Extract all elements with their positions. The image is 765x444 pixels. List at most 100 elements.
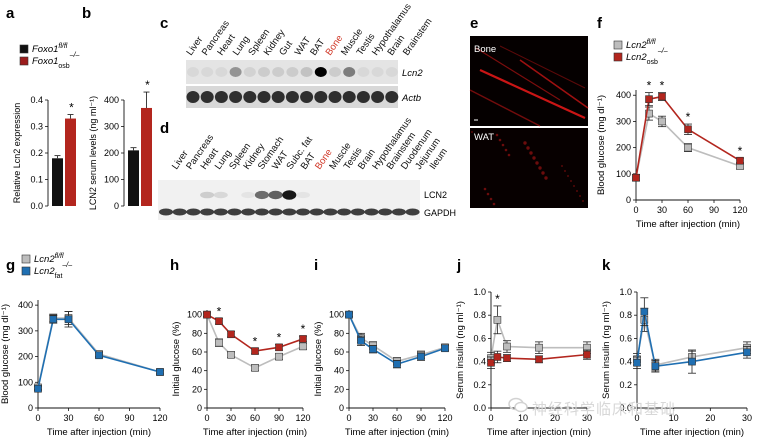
blot-band: [272, 67, 285, 77]
y-tick-label: 0.2: [619, 380, 632, 390]
y-axis-label: LCN2 serum levels (ng ml⁻¹): [88, 96, 98, 210]
panel-letter-a: a: [6, 5, 15, 22]
y-tick-label: 100: [104, 175, 119, 185]
blot-band: [350, 208, 365, 216]
data-point: [417, 352, 425, 361]
data-point: [227, 350, 235, 359]
significance-star: *: [69, 101, 74, 115]
signal-dot: [507, 153, 511, 157]
data-point: [736, 156, 744, 165]
blot-band: [343, 67, 356, 77]
blot-band: [371, 91, 385, 103]
y-tick-label: 0.1: [30, 175, 43, 185]
x-axis-label: Time after injection (min): [487, 427, 591, 438]
signal-dot: [582, 200, 584, 202]
series-line: [635, 95, 741, 178]
signal-dot: [483, 187, 487, 191]
blot-band: [314, 67, 327, 77]
series-k-1: [633, 297, 751, 374]
x-axis-label: Time after injection (min): [203, 427, 307, 438]
blot-band: [356, 91, 370, 103]
x-tick-label: 120: [152, 413, 167, 423]
signal-dot: [492, 202, 496, 206]
blot-band: [385, 67, 398, 77]
y-tick-label: 0.2: [30, 148, 43, 158]
signal-dot: [541, 171, 545, 175]
blot-band: [229, 91, 243, 103]
data-point: [299, 335, 307, 343]
legend-swatch: [21, 266, 31, 276]
x-tick-label: 0: [204, 413, 209, 423]
lane-label: Liver: [184, 35, 205, 58]
signal-streak: [475, 47, 561, 101]
blot-band: [200, 91, 214, 103]
signal-dot: [526, 146, 530, 150]
blot-band: [378, 208, 393, 216]
series-line: [206, 314, 304, 369]
data-point: [493, 353, 502, 361]
x-axis-label: Time after injection (min): [640, 427, 744, 438]
significance-star: *: [217, 304, 222, 318]
data-point: [743, 348, 751, 357]
blot-band: [337, 208, 352, 216]
chart-b: 0 100 200 300 400 * LCN2 serum levels (ng ml⁻¹…: [88, 78, 152, 211]
x-axis-label: Time after injection (min): [345, 427, 449, 438]
x-tick-label: 0: [488, 413, 493, 423]
image-label: WAT: [474, 132, 494, 143]
signal-dot: [529, 151, 533, 155]
y-tick-label: 100: [329, 310, 344, 320]
significance-star: *: [647, 79, 652, 93]
blot-band: [159, 208, 173, 216]
signal-dot: [504, 148, 508, 152]
blot-band: [371, 67, 384, 77]
x-tick-label: 30: [582, 413, 592, 423]
y-tick-label: 400: [616, 90, 631, 100]
y-tick-label: 100: [616, 169, 631, 179]
blot-band: [329, 67, 341, 77]
significance-star: *: [495, 292, 500, 306]
blot-band: [391, 208, 406, 216]
micrograph-wat: [470, 128, 588, 208]
panel-letter-c: c: [160, 15, 168, 32]
chart-i: 0 20 40 60 80 100 0 30 60 90 120 Time after injecti…: [313, 310, 453, 438]
significance-star: *: [145, 78, 150, 92]
blot-band: [186, 91, 200, 103]
data-point: [34, 384, 42, 393]
signal-dot: [573, 185, 575, 187]
blot-band: [323, 208, 338, 216]
data-point: [651, 362, 660, 371]
signal-dot: [567, 175, 569, 177]
y-tick-label: 200: [616, 143, 631, 153]
x-tick-label: 20: [705, 413, 715, 423]
data-point: [203, 310, 211, 319]
y-tick-label: 400: [18, 300, 33, 310]
x-axis-label: Time after injection (min): [47, 427, 151, 438]
image-label: Bone: [474, 44, 496, 55]
wechat-icon: [508, 397, 528, 413]
y-tick-label: 0.2: [473, 380, 486, 390]
signal-dot: [523, 141, 527, 145]
data-point: [251, 347, 259, 355]
data-point: [645, 95, 653, 103]
y-tick-label: 200: [18, 352, 33, 362]
signal-dot: [498, 138, 502, 142]
x-tick-label: 0: [346, 413, 351, 423]
blot-band: [200, 191, 215, 199]
bar: [65, 118, 76, 206]
data-point: [658, 117, 666, 126]
y-tick-label: 200: [104, 148, 119, 158]
signal-dot: [495, 133, 499, 137]
legend-swatch: [19, 44, 29, 54]
signal-dot: [535, 161, 539, 165]
y-tick-label: 300: [18, 326, 33, 336]
blot-band: [314, 91, 328, 103]
chart-f: 0 100 200 300 400 0 30 60 90 120 Time after inject…: [596, 79, 748, 230]
y-tick-label: 300: [104, 122, 119, 132]
signal-dot: [532, 156, 536, 160]
data-point: [441, 344, 449, 353]
blot-band: [227, 208, 242, 216]
series-f-0: [632, 106, 744, 182]
